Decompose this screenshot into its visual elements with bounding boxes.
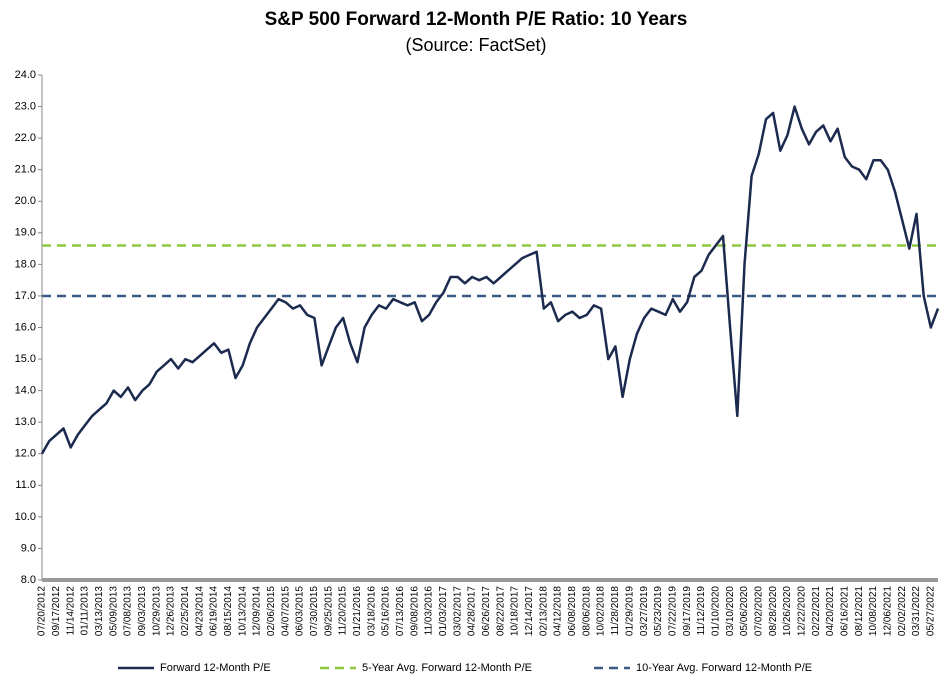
x-tick-label: 08/28/2020	[768, 586, 779, 636]
y-tick-label: 15.0	[15, 353, 36, 365]
y-tick-label: 9.0	[21, 542, 36, 554]
y-tick-label: 22.0	[15, 132, 36, 144]
x-tick-label: 08/12/2021	[854, 586, 865, 636]
x-tick-label: 10/18/2017	[510, 586, 521, 636]
legend-label: 10-Year Avg. Forward 12-Month P/E	[636, 662, 812, 674]
x-tick-label: 02/06/2015	[266, 586, 277, 636]
x-tick-label: 12/26/2013	[166, 586, 177, 636]
x-tick-label: 11/14/2012	[65, 586, 76, 636]
x-tick-label: 12/06/2021	[882, 586, 893, 636]
x-tick-label: 05/06/2020	[739, 586, 750, 636]
x-tick-label: 06/08/2018	[567, 586, 578, 636]
x-tick-label: 05/23/2019	[653, 586, 664, 636]
x-tick-label: 11/20/2015	[338, 586, 349, 636]
x-tick-label: 10/29/2013	[151, 586, 162, 636]
series-line	[40, 105, 940, 455]
y-tick-label: 10.0	[15, 511, 36, 523]
x-tick-label: 04/23/2014	[194, 586, 205, 636]
x-tick-label: 08/22/2017	[495, 586, 506, 636]
x-tick-label: 10/26/2020	[782, 586, 793, 636]
y-tick-label: 11.0	[15, 479, 36, 491]
x-tick-label: 07/02/2020	[753, 586, 764, 636]
y-tick-label: 20.0	[15, 195, 36, 207]
x-tick-label: 02/13/2018	[538, 586, 549, 636]
legend-label: 5-Year Avg. Forward 12-Month P/E	[362, 662, 532, 674]
x-tick-label: 01/11/2013	[80, 586, 91, 636]
chart-title: S&P 500 Forward 12-Month P/E Ratio: 10 Y…	[265, 9, 688, 30]
chart-subtitle: (Source: FactSet)	[405, 35, 546, 55]
y-tick-label: 16.0	[15, 321, 36, 333]
x-tick-label: 01/29/2019	[624, 586, 635, 636]
x-tick-label: 09/17/2012	[51, 586, 62, 636]
x-tick-label: 06/19/2014	[209, 586, 220, 636]
x-tick-label: 08/15/2014	[223, 586, 234, 636]
x-tick-label: 06/03/2015	[295, 586, 306, 636]
y-tick-label: 23.0	[15, 100, 36, 112]
x-tick-label: 03/27/2019	[639, 586, 650, 636]
x-tick-label: 03/02/2017	[452, 586, 463, 636]
x-tick-label: 01/10/2020	[710, 586, 721, 636]
y-tick-label: 17.0	[15, 290, 36, 302]
x-tick-label: 11/03/2016	[424, 586, 435, 636]
x-tick-label: 02/22/2021	[811, 586, 822, 636]
x-tick-label: 02/25/2014	[180, 586, 191, 636]
y-tick-label: 21.0	[15, 164, 36, 176]
x-tick-label: 09/25/2015	[323, 586, 334, 636]
x-tick-label: 07/13/2016	[395, 586, 406, 636]
y-tick-label: 13.0	[15, 416, 36, 428]
x-tick-label: 10/02/2018	[596, 586, 607, 636]
x-tick-label: 04/20/2021	[825, 586, 836, 636]
y-tick-label: 12.0	[15, 448, 36, 460]
x-tick-label: 07/20/2012	[37, 586, 48, 636]
x-tick-label: 12/22/2020	[796, 586, 807, 636]
x-tick-label: 08/06/2018	[581, 586, 592, 636]
y-tick-label: 14.0	[15, 385, 36, 397]
x-tick-label: 04/28/2017	[467, 586, 478, 636]
x-tick-label: 03/31/2022	[911, 586, 922, 636]
x-tick-label: 03/18/2016	[366, 586, 377, 636]
x-tick-label: 11/28/2018	[610, 586, 621, 636]
x-tick-label: 12/14/2017	[524, 586, 535, 636]
x-tick-label: 01/21/2016	[352, 586, 363, 636]
x-tick-label: 04/07/2015	[280, 586, 291, 636]
x-tick-label: 02/02/2022	[897, 586, 908, 636]
x-tick-label: 11/12/2019	[696, 586, 707, 636]
y-tick-label: 19.0	[15, 227, 36, 239]
x-tick-label: 10/13/2014	[237, 586, 248, 636]
x-tick-label: 07/30/2015	[309, 586, 320, 636]
x-tick-label: 03/13/2013	[94, 586, 105, 636]
x-tick-label: 07/22/2019	[667, 586, 678, 636]
x-tick-label: 01/03/2017	[438, 586, 449, 636]
y-tick-label: 24.0	[15, 69, 36, 81]
x-tick-label: 07/08/2013	[123, 586, 134, 636]
x-tick-label: 06/26/2017	[481, 586, 492, 636]
x-tick-label: 05/16/2016	[381, 586, 392, 636]
legend-label: Forward 12-Month P/E	[160, 662, 271, 674]
x-tick-label: 06/16/2021	[839, 586, 850, 636]
x-tick-label: 09/03/2013	[137, 586, 148, 636]
y-tick-label: 8.0	[21, 574, 36, 586]
x-tick-label: 10/08/2021	[868, 586, 879, 636]
x-tick-label: 05/27/2022	[925, 586, 936, 636]
x-tick-label: 04/12/2018	[553, 586, 564, 636]
x-tick-label: 05/09/2013	[108, 586, 119, 636]
x-tick-label: 03/10/2020	[725, 586, 736, 636]
x-tick-label: 09/08/2016	[409, 586, 420, 636]
x-tick-label: 09/17/2019	[682, 586, 693, 636]
x-tick-label: 12/09/2014	[252, 586, 263, 636]
y-tick-label: 18.0	[15, 258, 36, 270]
